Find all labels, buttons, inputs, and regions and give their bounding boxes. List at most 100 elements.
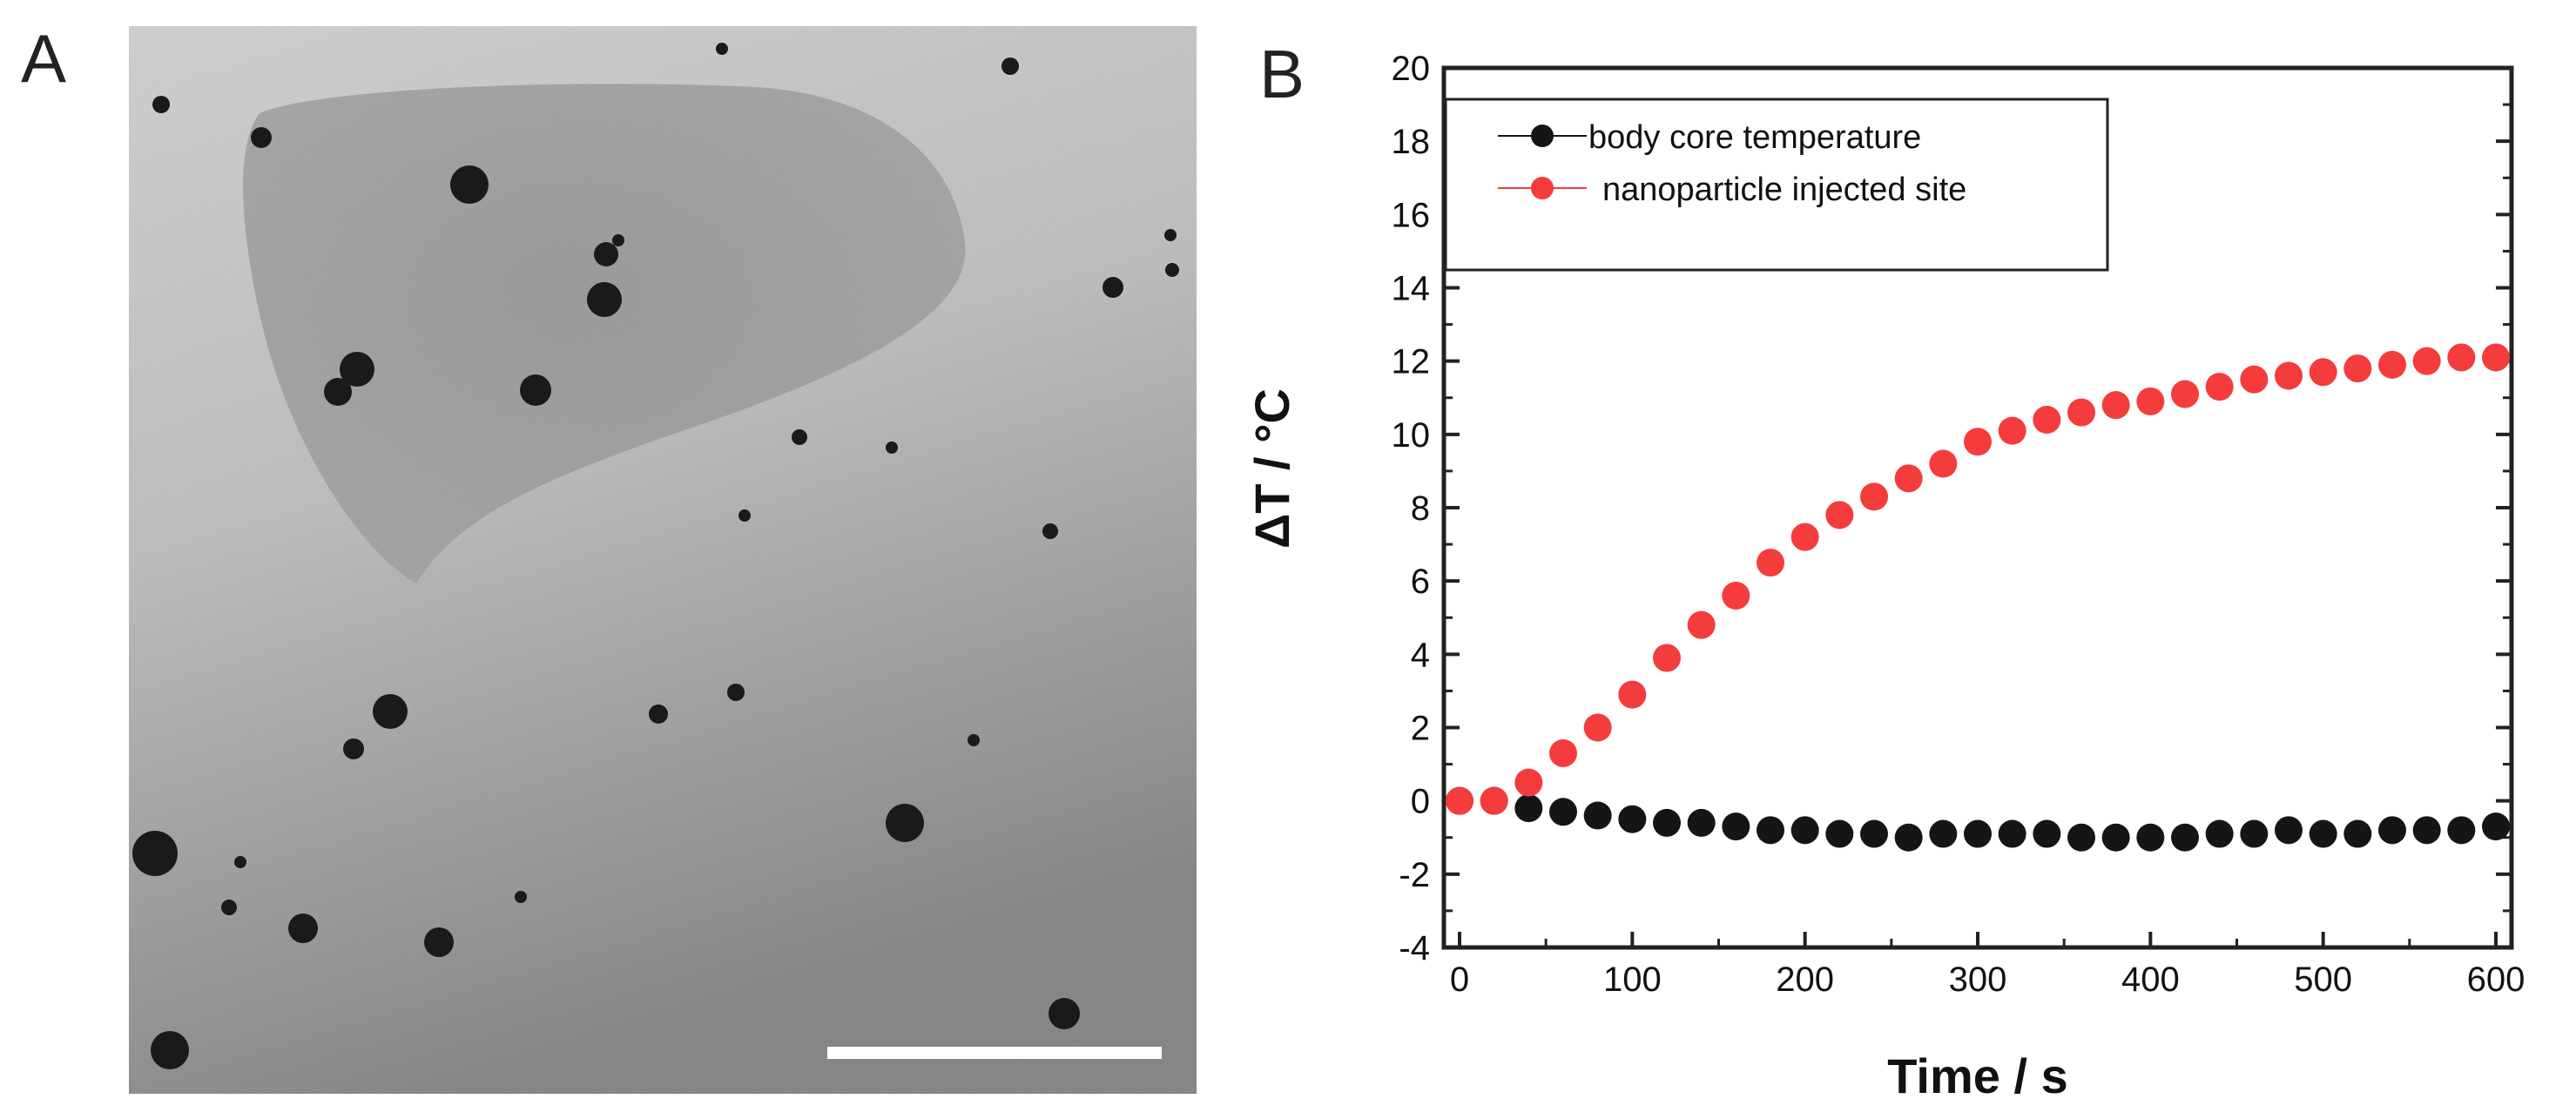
data-point: [2378, 816, 2406, 845]
data-point: [2171, 380, 2199, 408]
panel-label-b: B: [1259, 36, 1305, 112]
data-point: [1583, 801, 1612, 830]
data-point: [2482, 812, 2510, 841]
data-point: [2275, 816, 2303, 845]
y-tick-label: 16: [1392, 196, 1431, 234]
y-tick-label: 10: [1392, 416, 1431, 455]
data-point: [2033, 819, 2061, 848]
data-point: [1653, 808, 1681, 837]
data-point: [2309, 819, 2337, 848]
y-tick-label: 4: [1411, 636, 1430, 674]
data-point: [2240, 365, 2269, 394]
data-point: [1929, 449, 1958, 478]
data-point: [1687, 610, 1716, 639]
x-axis-title: Time / s: [1887, 1048, 2068, 1103]
data-point: [2275, 361, 2303, 390]
data-point: [1825, 819, 1854, 848]
y-tick-label: -2: [1399, 856, 1430, 894]
data-point: [2136, 823, 2165, 852]
y-tick-label: 14: [1392, 270, 1431, 308]
data-point: [1722, 582, 1750, 610]
legend: body core temperature nanoparticle injec…: [1444, 98, 2109, 272]
carbon-film-region: [243, 84, 966, 583]
legend-marker-body: [1531, 125, 1554, 147]
legend-label-body: body core temperature: [1588, 119, 1921, 156]
data-point: [1860, 482, 1888, 511]
data-point: [2171, 823, 2199, 852]
data-point: [1790, 816, 1819, 845]
data-point: [1825, 501, 1854, 529]
y-tick-label: 0: [1411, 783, 1430, 821]
data-point: [1757, 816, 1784, 845]
data-point: [2482, 343, 2510, 372]
data-point: [2101, 823, 2130, 852]
data-point: [2412, 347, 2441, 375]
data-point: [2378, 350, 2406, 379]
y-tick-label: 18: [1392, 123, 1431, 161]
data-point: [1929, 819, 1958, 848]
data-point: [1549, 738, 1577, 767]
data-point: [1583, 713, 1612, 742]
y-tick-label: 6: [1411, 563, 1430, 601]
x-tick-label: 400: [2121, 961, 2180, 999]
data-point: [1687, 808, 1716, 837]
series-body-core: [1446, 786, 2510, 852]
x-tick-label: 200: [1776, 961, 1834, 999]
data-point: [2343, 354, 2372, 383]
data-point: [1722, 812, 1750, 841]
data-point: [1618, 805, 1647, 833]
x-tick-label: 500: [2294, 961, 2352, 999]
data-point: [1514, 768, 1543, 797]
data-point: [2343, 819, 2372, 848]
series-layer: [1446, 343, 2510, 852]
y-tick-label: 20: [1392, 50, 1431, 88]
data-point: [2101, 391, 2130, 420]
data-point: [1860, 819, 1888, 848]
x-tick-label: 0: [1450, 961, 1469, 999]
nanoparticles: [132, 43, 1179, 1069]
data-point: [1998, 819, 2026, 848]
y-tick-label: 2: [1411, 710, 1430, 748]
data-point: [1894, 464, 1923, 493]
y-tick-label: 8: [1411, 489, 1430, 528]
data-point: [1964, 819, 1992, 848]
data-point: [1998, 416, 2026, 445]
legend-box: [1444, 98, 2109, 272]
legend-marker-nano: [1531, 177, 1554, 199]
data-point: [1790, 522, 1819, 551]
y-axis-title: ΔT / °C: [1244, 388, 1299, 549]
data-point: [2412, 816, 2441, 845]
series-nanoparticle-site: [1446, 343, 2510, 815]
data-point: [2136, 387, 2165, 415]
data-point: [1480, 786, 1508, 815]
x-axis-ticks: 0 100 200 300 400 500 600: [1450, 932, 2525, 999]
tem-micrograph-image: [129, 26, 1197, 1094]
data-point: [2033, 406, 2061, 434]
data-point: [1757, 549, 1784, 577]
data-point: [1514, 794, 1543, 823]
x-tick-label: 600: [2467, 961, 2525, 999]
data-point: [2205, 819, 2234, 848]
y-tick-label: 12: [1392, 343, 1431, 381]
data-point: [2067, 823, 2095, 852]
data-point: [2067, 398, 2095, 427]
data-point: [2447, 343, 2476, 372]
data-point: [1894, 823, 1923, 852]
data-point: [1653, 644, 1681, 672]
scale-bar: [827, 1047, 1162, 1059]
y-tick-label: -4: [1399, 929, 1430, 967]
y-axis-ticks: -4 -2 0 2 4 6 8 10 12 14 16 18 20: [1392, 50, 2512, 967]
data-point: [2240, 819, 2269, 848]
x-tick-label: 300: [1949, 961, 2007, 999]
data-point: [1618, 680, 1647, 709]
x-tick-label: 100: [1603, 961, 1662, 999]
data-point: [1549, 798, 1577, 826]
data-point: [1446, 786, 1473, 815]
legend-label-nano: nanoparticle injected site: [1602, 172, 1966, 208]
data-point: [2205, 373, 2234, 401]
panel-label-a: A: [21, 20, 67, 97]
data-point: [1964, 428, 1992, 456]
data-point: [2447, 816, 2476, 845]
data-point: [2309, 358, 2337, 387]
